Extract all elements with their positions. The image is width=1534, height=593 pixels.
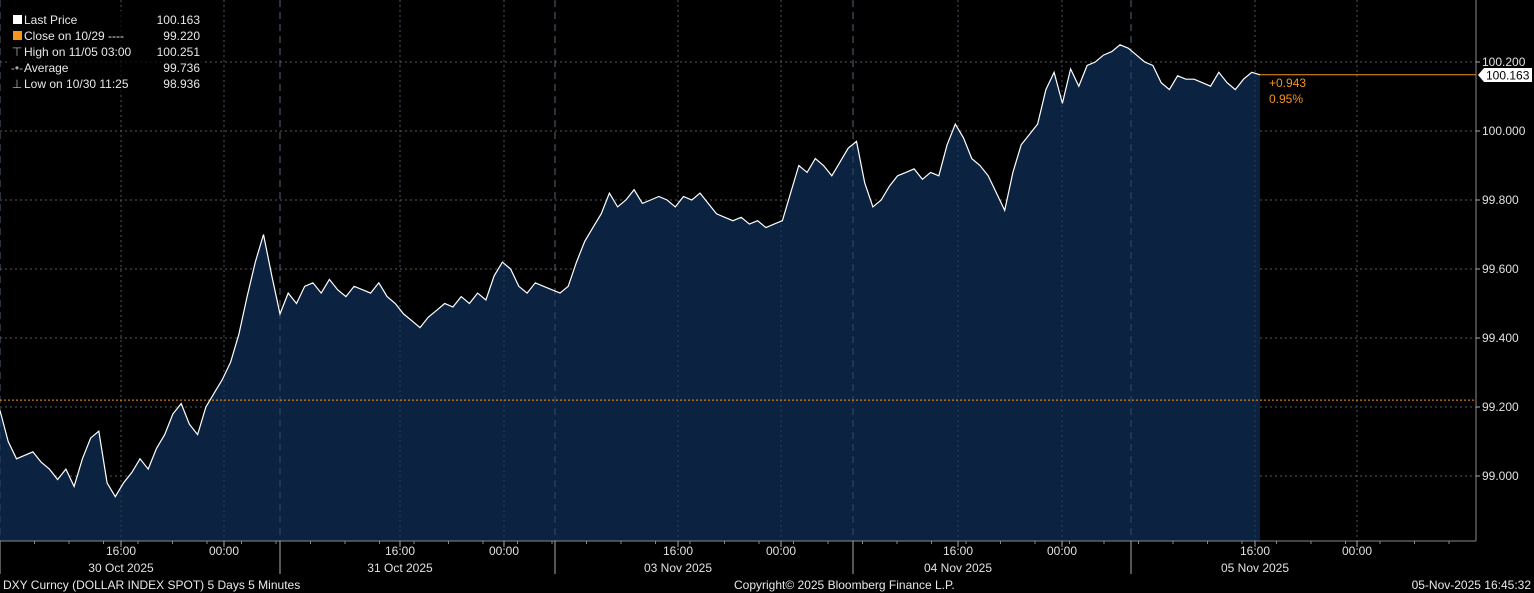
y-tick-label: 100.000 (1482, 124, 1526, 138)
price-area-fill (0, 44, 1260, 542)
x-day-label: 31 Oct 2025 (367, 561, 433, 575)
legend-value: 98.936 (163, 77, 200, 91)
white-square-icon (10, 12, 24, 28)
last-price-tag: 100.163 (1478, 68, 1532, 83)
timestamp: 05-Nov-2025 16:45:32 (1411, 578, 1531, 592)
y-tick-label: 99.400 (1482, 331, 1519, 345)
x-day-label: 30 Oct 2025 (88, 561, 154, 575)
y-axis: 99.000 99.200 99.400 99.600 99.800 100.000 100… (1476, 55, 1526, 483)
legend-item-close[interactable]: Close on 10/29 ---- 99.220 (10, 28, 200, 44)
legend-item-high[interactable]: ⊤ High on 11/05 03:00 100.251 (10, 44, 200, 60)
average-marker-icon: -•- (10, 61, 24, 75)
legend-value: 99.220 (163, 29, 200, 43)
x-tick-label: 00:00 (489, 544, 519, 558)
legend-item-average[interactable]: -•- Average 99.736 (10, 60, 200, 76)
y-tick-label: 100.200 (1482, 55, 1526, 69)
legend-label: High on 11/05 03:00 (24, 45, 132, 59)
legend-item-last-price[interactable]: Last Price 100.163 (10, 12, 200, 28)
x-tick-label: 16:00 (1240, 544, 1270, 558)
x-tick-label: 16:00 (385, 544, 415, 558)
legend-value: 100.251 (156, 45, 200, 59)
price-change-percent: 0.95% (1269, 92, 1303, 106)
x-tick-label: 00:00 (766, 544, 796, 558)
legend-label: Average (24, 61, 69, 75)
last-price-tag-value: 100.163 (1486, 69, 1530, 83)
security-description: DXY Curncy (DOLLAR INDEX SPOT) 5 Days 5 … (3, 578, 301, 592)
x-tick-label: 16:00 (943, 544, 973, 558)
y-tick-label: 99.800 (1482, 193, 1519, 207)
legend-label: Close on 10/29 ---- (24, 29, 125, 43)
x-tick-label: 00:00 (1342, 544, 1372, 558)
x-day-label: 04 Nov 2025 (924, 561, 992, 575)
copyright-notice: Copyright© 2025 Bloomberg Finance L.P. (734, 578, 955, 592)
low-marker-icon: ⊥ (11, 77, 23, 91)
last-price-tag-shape (1478, 68, 1532, 82)
legend-item-low[interactable]: ⊥ Low on 10/30 11:25 98.936 (10, 76, 200, 92)
price-line (0, 44, 1261, 498)
y-tick-label: 99.200 (1482, 400, 1519, 414)
y-tick-label: 99.600 (1482, 262, 1519, 276)
x-tick-label: 00:00 (1047, 544, 1077, 558)
x-tick-label: 00:00 (209, 544, 239, 558)
orange-square-icon (10, 28, 24, 44)
legend-label: Low on 10/30 11:25 (24, 77, 129, 91)
legend-label: Last Price (24, 13, 78, 27)
high-marker-icon: ⊤ (11, 45, 23, 59)
x-day-label: 03 Nov 2025 (644, 561, 712, 575)
y-tick-label: 99.000 (1482, 469, 1519, 483)
x-day-label: 05 Nov 2025 (1221, 561, 1289, 575)
x-tick-label: 16:00 (663, 544, 693, 558)
chart-legend: Last Price 100.163 Close on 10/29 ---- 9… (8, 11, 204, 94)
legend-value: 100.163 (156, 13, 200, 27)
legend-value: 99.736 (163, 61, 200, 75)
x-axis: 16:00 00:00 16:00 00:00 16:00 00:00 16:00 00:00… (0, 541, 1450, 575)
price-change-value: +0.943 (1269, 76, 1306, 90)
x-tick-label: 16:00 (106, 544, 136, 558)
